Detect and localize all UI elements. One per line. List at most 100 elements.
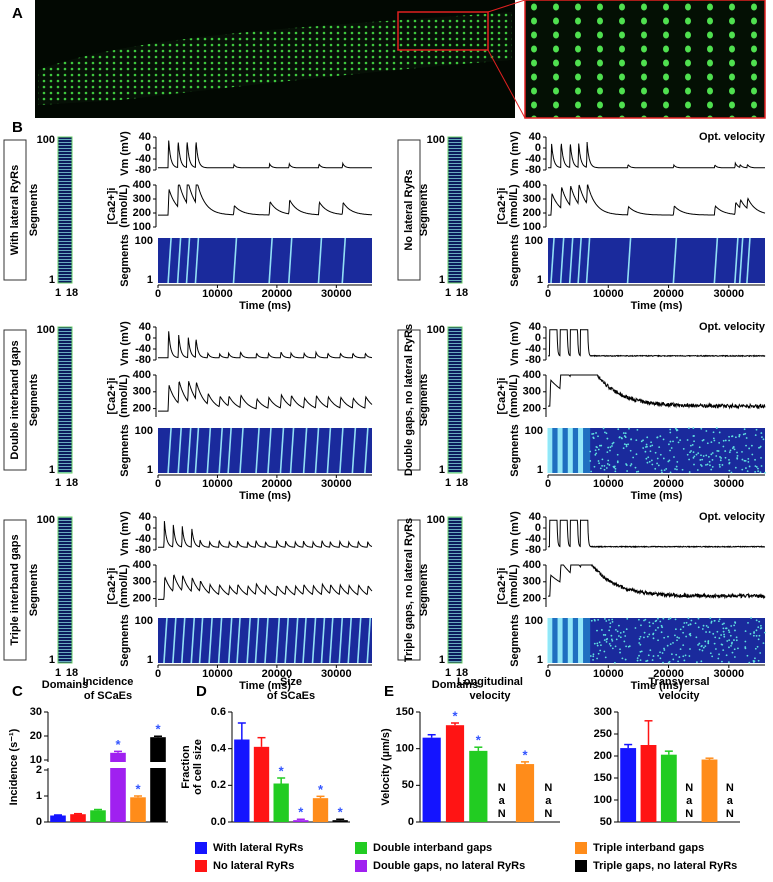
wavefront: [302, 427, 308, 474]
heat-spark: [657, 617, 659, 620]
seg-tick-label: 100: [427, 514, 445, 526]
heat-spark: [705, 430, 708, 432]
heat-spark: [762, 642, 765, 645]
significance: *: [522, 747, 528, 762]
heat-spark: [669, 431, 672, 434]
heat-spark: [646, 461, 649, 464]
axis-label: Vm (mV): [509, 511, 521, 556]
y-tick-label: -40: [525, 153, 541, 165]
heat-spark: [649, 445, 652, 448]
heat-spark: [735, 639, 738, 642]
wavefront: [314, 427, 320, 474]
seg-tick-label: 1: [439, 274, 445, 286]
y-tick-label: 100: [135, 615, 153, 627]
y-tick-label: 100: [135, 235, 153, 247]
heat-spark: [591, 433, 594, 435]
heat-spark: [725, 627, 727, 630]
seg-tick-label: 100: [37, 134, 55, 146]
heat-spark: [608, 629, 611, 632]
heat-spark: [731, 447, 734, 449]
heat-spark: [657, 626, 659, 629]
heat-spark: [603, 639, 606, 642]
axis-label: Segments: [418, 184, 430, 237]
heat-spark: [632, 456, 635, 459]
seg-tick-label: 1: [49, 464, 55, 476]
heat-spark: [687, 617, 690, 620]
heat-spark: [700, 454, 702, 457]
heat-spark: [610, 638, 613, 641]
domain-tick-label: 1: [445, 477, 451, 489]
heat-spark: [744, 646, 747, 648]
axis-label: [Ca2+]i: [106, 378, 118, 415]
heat-spark: [592, 436, 595, 439]
heat-spark: [594, 453, 597, 456]
x-axis-label: Time (ms): [631, 490, 683, 502]
heat-spark: [682, 655, 685, 658]
wavefront: [339, 427, 344, 474]
heat-spark: [629, 464, 632, 467]
x-tick-label: 10000: [593, 668, 624, 680]
heat-spark: [686, 439, 689, 441]
heat-spark: [689, 451, 691, 454]
heat-spark: [621, 657, 624, 660]
heat-spark: [597, 435, 599, 438]
heat-spark: [651, 463, 654, 466]
heat-spark: [757, 470, 760, 473]
heat-spark: [619, 648, 621, 651]
heat-spark: [744, 459, 747, 462]
legend-swatch: [355, 842, 367, 854]
bar: [70, 814, 86, 822]
heat-spark: [747, 621, 749, 624]
y-tick-label: 150: [396, 706, 414, 718]
heat-spark: [745, 467, 747, 469]
heat-spark: [704, 645, 707, 648]
bar: [515, 764, 535, 822]
heat-spark: [646, 436, 649, 439]
x-tick-label: 0: [545, 668, 551, 680]
heat-spark: [707, 641, 710, 643]
wavefront: [356, 617, 362, 664]
heat-spark: [637, 470, 640, 473]
heat-spark: [728, 435, 730, 438]
heat-spark: [764, 471, 766, 474]
heat-spark: [682, 447, 685, 450]
bar: [110, 752, 126, 822]
domain-tick-label: 18: [66, 287, 78, 299]
heat-spark: [598, 641, 601, 644]
heat-spark: [602, 427, 605, 430]
heat-spark: [650, 441, 653, 444]
heat-spark: [635, 471, 638, 473]
heat-spark: [724, 439, 727, 442]
heat-spark: [624, 436, 627, 439]
wavefront: [177, 427, 182, 474]
heat-spark: [669, 471, 672, 474]
axis-label: Velocity (µm/s): [380, 728, 392, 806]
heat-spark: [693, 435, 695, 437]
y-tick-label: 1: [36, 790, 42, 802]
y-tick-label: 40: [529, 131, 541, 143]
heat-spark: [617, 428, 620, 431]
axis-label: Vm (mV): [509, 131, 521, 176]
heat-spark: [721, 643, 724, 646]
axis-label: [Ca2+]i: [496, 378, 508, 415]
y-tick-label: -80: [525, 544, 541, 556]
wavefront: [172, 617, 177, 664]
bar: [50, 815, 66, 822]
heat-spark: [692, 451, 695, 453]
heat-spark: [718, 637, 721, 640]
heat-spark: [715, 427, 718, 429]
heat-spark: [592, 655, 595, 658]
panel-letter: E: [384, 683, 394, 700]
heat-spark: [615, 629, 617, 631]
heat-spark: [755, 619, 758, 622]
heat-spark: [647, 456, 650, 459]
heat-spark: [728, 458, 730, 461]
heat-spark: [601, 464, 603, 467]
y-tick-label: 100: [133, 221, 151, 233]
heat-spark: [661, 626, 664, 629]
heat-spark: [628, 427, 630, 430]
wavefront: [236, 617, 241, 664]
significance: *: [338, 805, 344, 820]
y-tick-label: 1: [147, 274, 153, 286]
significance: *: [298, 805, 304, 820]
